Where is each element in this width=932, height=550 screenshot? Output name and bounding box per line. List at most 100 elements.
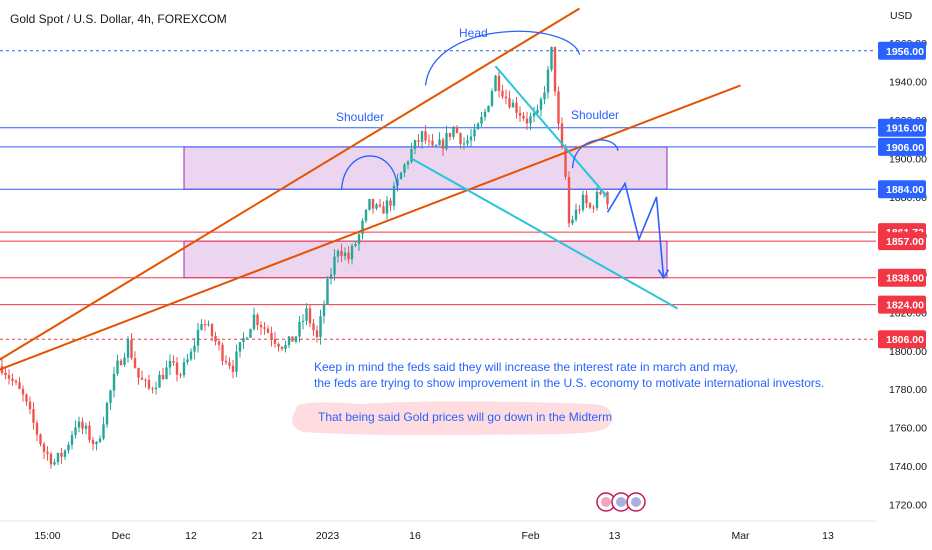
candle-body	[357, 234, 361, 244]
candle-body	[84, 425, 88, 429]
event-icons[interactable]	[596, 492, 646, 512]
candle-body	[382, 206, 385, 214]
price-badge	[878, 118, 926, 137]
chart-title: Gold Spot / U.S. Dollar, 4h, FOREXCOM	[10, 12, 227, 26]
candle-body	[333, 256, 336, 275]
candle-body	[312, 323, 315, 331]
candle-body	[249, 329, 252, 338]
candle-body	[210, 324, 214, 337]
candle-body	[315, 330, 319, 338]
candle-body	[175, 362, 179, 375]
candle-body	[28, 401, 32, 410]
candle-body	[427, 140, 431, 142]
candle-body	[245, 337, 249, 339]
candle-body	[189, 351, 193, 360]
candle-body	[560, 123, 564, 148]
candle-body	[378, 204, 382, 207]
annotation-line-1: Keep in mind the feds said they will inc…	[314, 360, 738, 374]
candle-body	[350, 245, 354, 260]
candle-body	[95, 441, 98, 445]
candle-body	[564, 147, 567, 177]
candle-body	[130, 339, 133, 359]
candle-body	[102, 424, 105, 439]
highlight-blob	[292, 401, 612, 436]
candle-body	[277, 343, 280, 347]
candle-body	[522, 115, 525, 119]
candle-body	[238, 342, 242, 352]
candle-body	[42, 444, 46, 452]
candle-body	[294, 336, 298, 342]
price-badge-label: 1916.00	[886, 123, 924, 135]
candle-body	[508, 98, 511, 108]
y-tick-label: 1720.00	[889, 500, 927, 512]
candle-body	[123, 357, 126, 366]
candle-body	[32, 409, 35, 423]
candle-body	[501, 90, 504, 97]
candle-body	[196, 329, 200, 346]
candle-body	[235, 351, 238, 372]
candle-body	[7, 375, 11, 379]
x-tick-label: Dec	[112, 530, 131, 542]
candle-body	[606, 191, 609, 205]
candle-body	[536, 109, 539, 114]
x-tick-label: 16	[409, 530, 421, 542]
candle-body	[413, 140, 417, 150]
y-tick-label: 1780.00	[889, 384, 927, 396]
candle-body	[151, 388, 154, 390]
candle-body	[396, 179, 399, 186]
x-tick-label: 21	[252, 530, 264, 542]
candle-body	[39, 434, 42, 445]
projection-line	[606, 181, 665, 278]
candle-body	[298, 321, 301, 337]
candle-body	[483, 111, 487, 117]
flag-icon[interactable]	[626, 492, 646, 512]
candle-body	[179, 374, 182, 376]
candle-body	[588, 203, 592, 208]
candle-body	[417, 140, 420, 142]
candle-body	[476, 123, 480, 130]
candle-body	[326, 278, 329, 305]
candle-body	[228, 362, 231, 366]
x-tick-label: 13	[609, 530, 621, 542]
candle-body	[172, 360, 175, 363]
y-tick-label: 1800.00	[889, 346, 927, 358]
candle-body	[445, 132, 448, 149]
candle-body	[266, 328, 270, 333]
candle-body	[63, 450, 67, 457]
zone-2	[183, 240, 668, 279]
price-badges: 1956.001916.001906.001884.001861.721857.…	[878, 41, 926, 349]
candle-body	[46, 451, 49, 454]
candle-body	[459, 133, 462, 145]
candle-body	[137, 367, 140, 378]
candle-body	[420, 131, 424, 142]
candle-body	[368, 198, 371, 210]
candle-body	[193, 345, 196, 352]
price-badge-label: 1824.00	[886, 300, 924, 312]
shoulder-right-label: Shoulder	[571, 108, 619, 122]
price-badge-label: 1906.00	[886, 142, 924, 154]
candle-body	[67, 444, 70, 451]
candle-body	[109, 390, 112, 403]
candle-body	[406, 161, 410, 165]
candle-body	[539, 99, 543, 110]
candle-body	[529, 116, 532, 124]
x-tick-label: 2023	[316, 530, 340, 542]
currency-label: USD	[890, 10, 913, 22]
x-tick-label: 12	[185, 530, 197, 542]
candle-body	[133, 358, 137, 368]
candle-body	[231, 365, 235, 372]
candle-body	[550, 46, 553, 70]
zone-1	[183, 146, 668, 190]
candle-body	[571, 219, 574, 224]
candle-body	[256, 314, 259, 325]
time-axis[interactable]: 15:00 Dec 12 21 2023 16 Feb 13 Mar 13	[0, 520, 876, 542]
head-shoulder-arcs	[340, 30, 619, 190]
candle-body	[434, 145, 438, 147]
candle-body	[462, 143, 466, 145]
price-badge	[878, 137, 926, 156]
candle-body	[322, 304, 326, 317]
price-badge-label: 1857.00	[886, 236, 924, 248]
candle-body	[60, 452, 63, 457]
